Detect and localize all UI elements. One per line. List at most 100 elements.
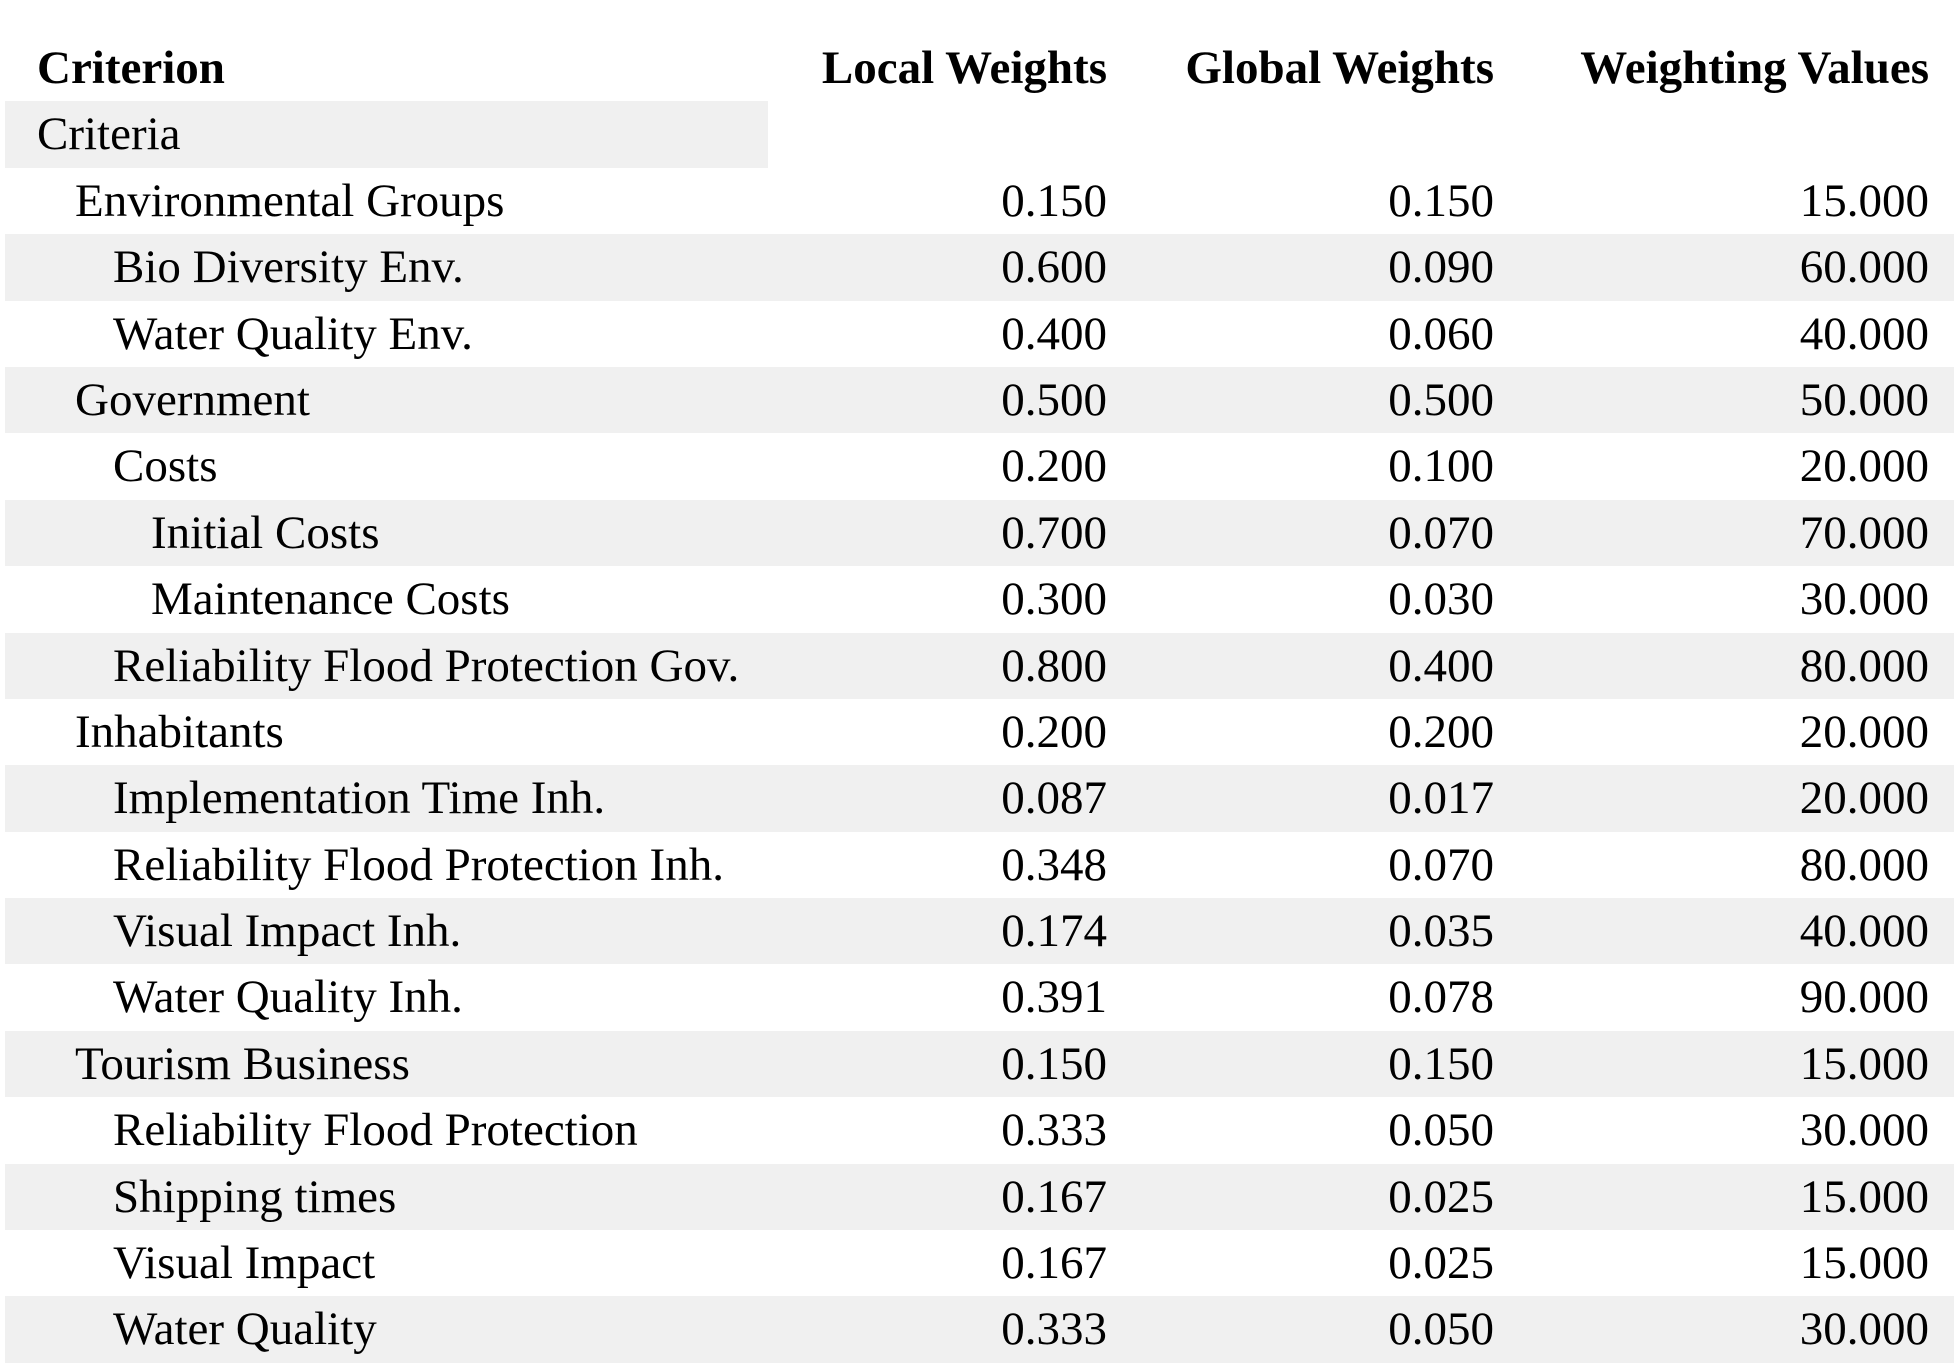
- header-weighting-values: Weighting Values: [1580, 42, 1929, 94]
- table-row[interactable]: Costs 0.200 0.100 20.000: [5, 433, 1954, 499]
- table-row[interactable]: Bio Diversity Env. 0.600 0.090 60.000: [5, 234, 1954, 301]
- table-row[interactable]: Reliability Flood Protection 0.333 0.050 30…: [5, 1097, 1954, 1163]
- row-weighting-value: 15.000: [1799, 1170, 1929, 1223]
- row-local-weight: 0.150: [1001, 174, 1107, 227]
- table-row[interactable]: Inhabitants 0.200 0.200 20.000: [5, 699, 1954, 765]
- row-global-weight: 0.500: [1388, 373, 1494, 426]
- row-criterion-name: Inhabitants: [75, 705, 284, 758]
- row-local-weight: 0.400: [1001, 307, 1107, 360]
- row-global-weight: 0.035: [1388, 905, 1494, 958]
- row-criterion-name: Visual Impact: [113, 1237, 376, 1290]
- table-row-root[interactable]: Criteria: [5, 101, 1954, 168]
- table-row[interactable]: Visual Impact Inh. 0.174 0.035 40.000: [5, 898, 1954, 965]
- row-global-weight: 0.100: [1388, 440, 1494, 493]
- row-local-weight: 0.150: [1001, 1037, 1107, 1090]
- table-row[interactable]: Tourism Business 0.150 0.150 15.000: [5, 1030, 1954, 1098]
- row-weighting-value: 80.000: [1799, 639, 1929, 692]
- row-weighting-value: 20.000: [1799, 440, 1929, 493]
- table-row[interactable]: Shipping times 0.167 0.025 15.000: [5, 1163, 1954, 1231]
- row-weighting-value: 15.000: [1799, 1237, 1929, 1290]
- row-global-weight: 0.060: [1388, 307, 1494, 360]
- row-weighting-value: 30.000: [1799, 1303, 1929, 1356]
- table-row[interactable]: Implementation Time Inh. 0.087 0.017 20.000: [5, 765, 1954, 832]
- row-weighting-value: 20.000: [1799, 772, 1929, 825]
- row-local-weight: 0.348: [1001, 838, 1107, 891]
- header-global-weights: Global Weights: [1185, 42, 1494, 94]
- row-weighting-value: 50.000: [1799, 373, 1929, 426]
- row-global-weight: 0.050: [1388, 1104, 1494, 1157]
- table-row[interactable]: Maintenance Costs 0.300 0.030 30.000: [5, 566, 1954, 632]
- row-criterion-name: Water Quality: [113, 1303, 377, 1356]
- table-row[interactable]: Initial Costs 0.700 0.070 70.000: [5, 499, 1954, 567]
- row-local-weight: 0.167: [1001, 1170, 1107, 1223]
- row-criterion-name: Shipping times: [113, 1170, 397, 1223]
- row-criterion-name: Costs: [113, 440, 218, 493]
- row-criterion-name: Environmental Groups: [75, 174, 505, 227]
- row-global-weight: 0.078: [1388, 971, 1494, 1024]
- row-global-weight: 0.030: [1388, 573, 1494, 626]
- row-local-weight: 0.391: [1001, 971, 1107, 1024]
- table-row[interactable]: Water Quality Inh. 0.391 0.078 90.000: [5, 964, 1954, 1030]
- root-row-highlight: [5, 101, 768, 168]
- row-local-weight: 0.174: [1001, 905, 1107, 958]
- row-criterion-name: Reliability Flood Protection Gov.: [113, 639, 740, 692]
- row-global-weight: 0.090: [1388, 241, 1494, 294]
- row-criterion-name: Initial Costs: [151, 506, 380, 559]
- table-header-row: Criterion Local Weights Global Weights W…: [5, 35, 1954, 101]
- row-weighting-value: 30.000: [1799, 573, 1929, 626]
- row-criterion-name: Tourism Business: [75, 1037, 410, 1090]
- row-criterion-name: Visual Impact Inh.: [113, 905, 462, 958]
- row-weighting-value: 70.000: [1799, 506, 1929, 559]
- row-global-weight: 0.150: [1388, 174, 1494, 227]
- criteria-weights-table: Criterion Local Weights Global Weights W…: [5, 35, 1954, 1363]
- row-weighting-value: 40.000: [1799, 307, 1929, 360]
- table-row[interactable]: Water Quality Env. 0.400 0.060 40.000: [5, 301, 1954, 367]
- row-weighting-value: 20.000: [1799, 705, 1929, 758]
- row-local-weight: 0.300: [1001, 573, 1107, 626]
- row-criterion-name: Maintenance Costs: [151, 573, 510, 626]
- row-global-weight: 0.150: [1388, 1037, 1494, 1090]
- row-global-weight: 0.070: [1388, 838, 1494, 891]
- row-global-weight: 0.200: [1388, 705, 1494, 758]
- table-row[interactable]: Visual Impact 0.167 0.025 15.000: [5, 1230, 1954, 1296]
- row-criterion-name: Government: [75, 373, 310, 426]
- row-criterion-name: Reliability Flood Protection: [113, 1104, 638, 1157]
- row-local-weight: 0.167: [1001, 1237, 1107, 1290]
- row-local-weight: 0.333: [1001, 1303, 1107, 1356]
- row-local-weight: 0.500: [1001, 373, 1107, 426]
- row-criterion-name: Water Quality Env.: [113, 307, 473, 360]
- table-row[interactable]: Government 0.500 0.500 50.000: [5, 366, 1954, 434]
- row-local-weight: 0.087: [1001, 772, 1107, 825]
- row-global-weight: 0.400: [1388, 639, 1494, 692]
- row-global-weight: 0.017: [1388, 772, 1494, 825]
- row-weighting-value: 60.000: [1799, 241, 1929, 294]
- table-body: Environmental Groups 0.150 0.150 15.000 Bio …: [5, 168, 1954, 1363]
- header-local-weights: Local Weights: [821, 42, 1107, 94]
- row-criterion-name: Reliability Flood Protection Inh.: [113, 838, 724, 891]
- row-criterion-name: Implementation Time Inh.: [113, 772, 606, 825]
- row-weighting-value: 15.000: [1799, 174, 1929, 227]
- row-weighting-value: 40.000: [1799, 905, 1929, 958]
- row-local-weight: 0.800: [1001, 639, 1107, 692]
- table-row[interactable]: Reliability Flood Protection Gov. 0.800 0.…: [5, 632, 1954, 699]
- row-local-weight: 0.200: [1001, 705, 1107, 758]
- row-weighting-value: 30.000: [1799, 1104, 1929, 1157]
- table-row[interactable]: Water Quality 0.333 0.050 30.000: [5, 1296, 1954, 1363]
- row-local-weight: 0.200: [1001, 440, 1107, 493]
- row-global-weight: 0.070: [1388, 506, 1494, 559]
- row-global-weight: 0.025: [1388, 1237, 1494, 1290]
- table-row[interactable]: Environmental Groups 0.150 0.150 15.000: [5, 168, 1954, 234]
- row-local-weight: 0.700: [1001, 506, 1107, 559]
- row-weighting-value: 80.000: [1799, 838, 1929, 891]
- row-criterion-name: Criteria: [37, 108, 181, 161]
- row-weighting-value: 15.000: [1799, 1037, 1929, 1090]
- header-criterion: Criterion: [37, 42, 225, 94]
- row-local-weight: 0.333: [1001, 1104, 1107, 1157]
- row-weighting-value: 90.000: [1799, 971, 1929, 1024]
- row-global-weight: 0.025: [1388, 1170, 1494, 1223]
- row-global-weight: 0.050: [1388, 1303, 1494, 1356]
- row-local-weight: 0.600: [1001, 241, 1107, 294]
- table-row[interactable]: Reliability Flood Protection Inh. 0.348 0.…: [5, 832, 1954, 898]
- row-criterion-name: Bio Diversity Env.: [113, 241, 464, 294]
- row-criterion-name: Water Quality Inh.: [113, 971, 463, 1024]
